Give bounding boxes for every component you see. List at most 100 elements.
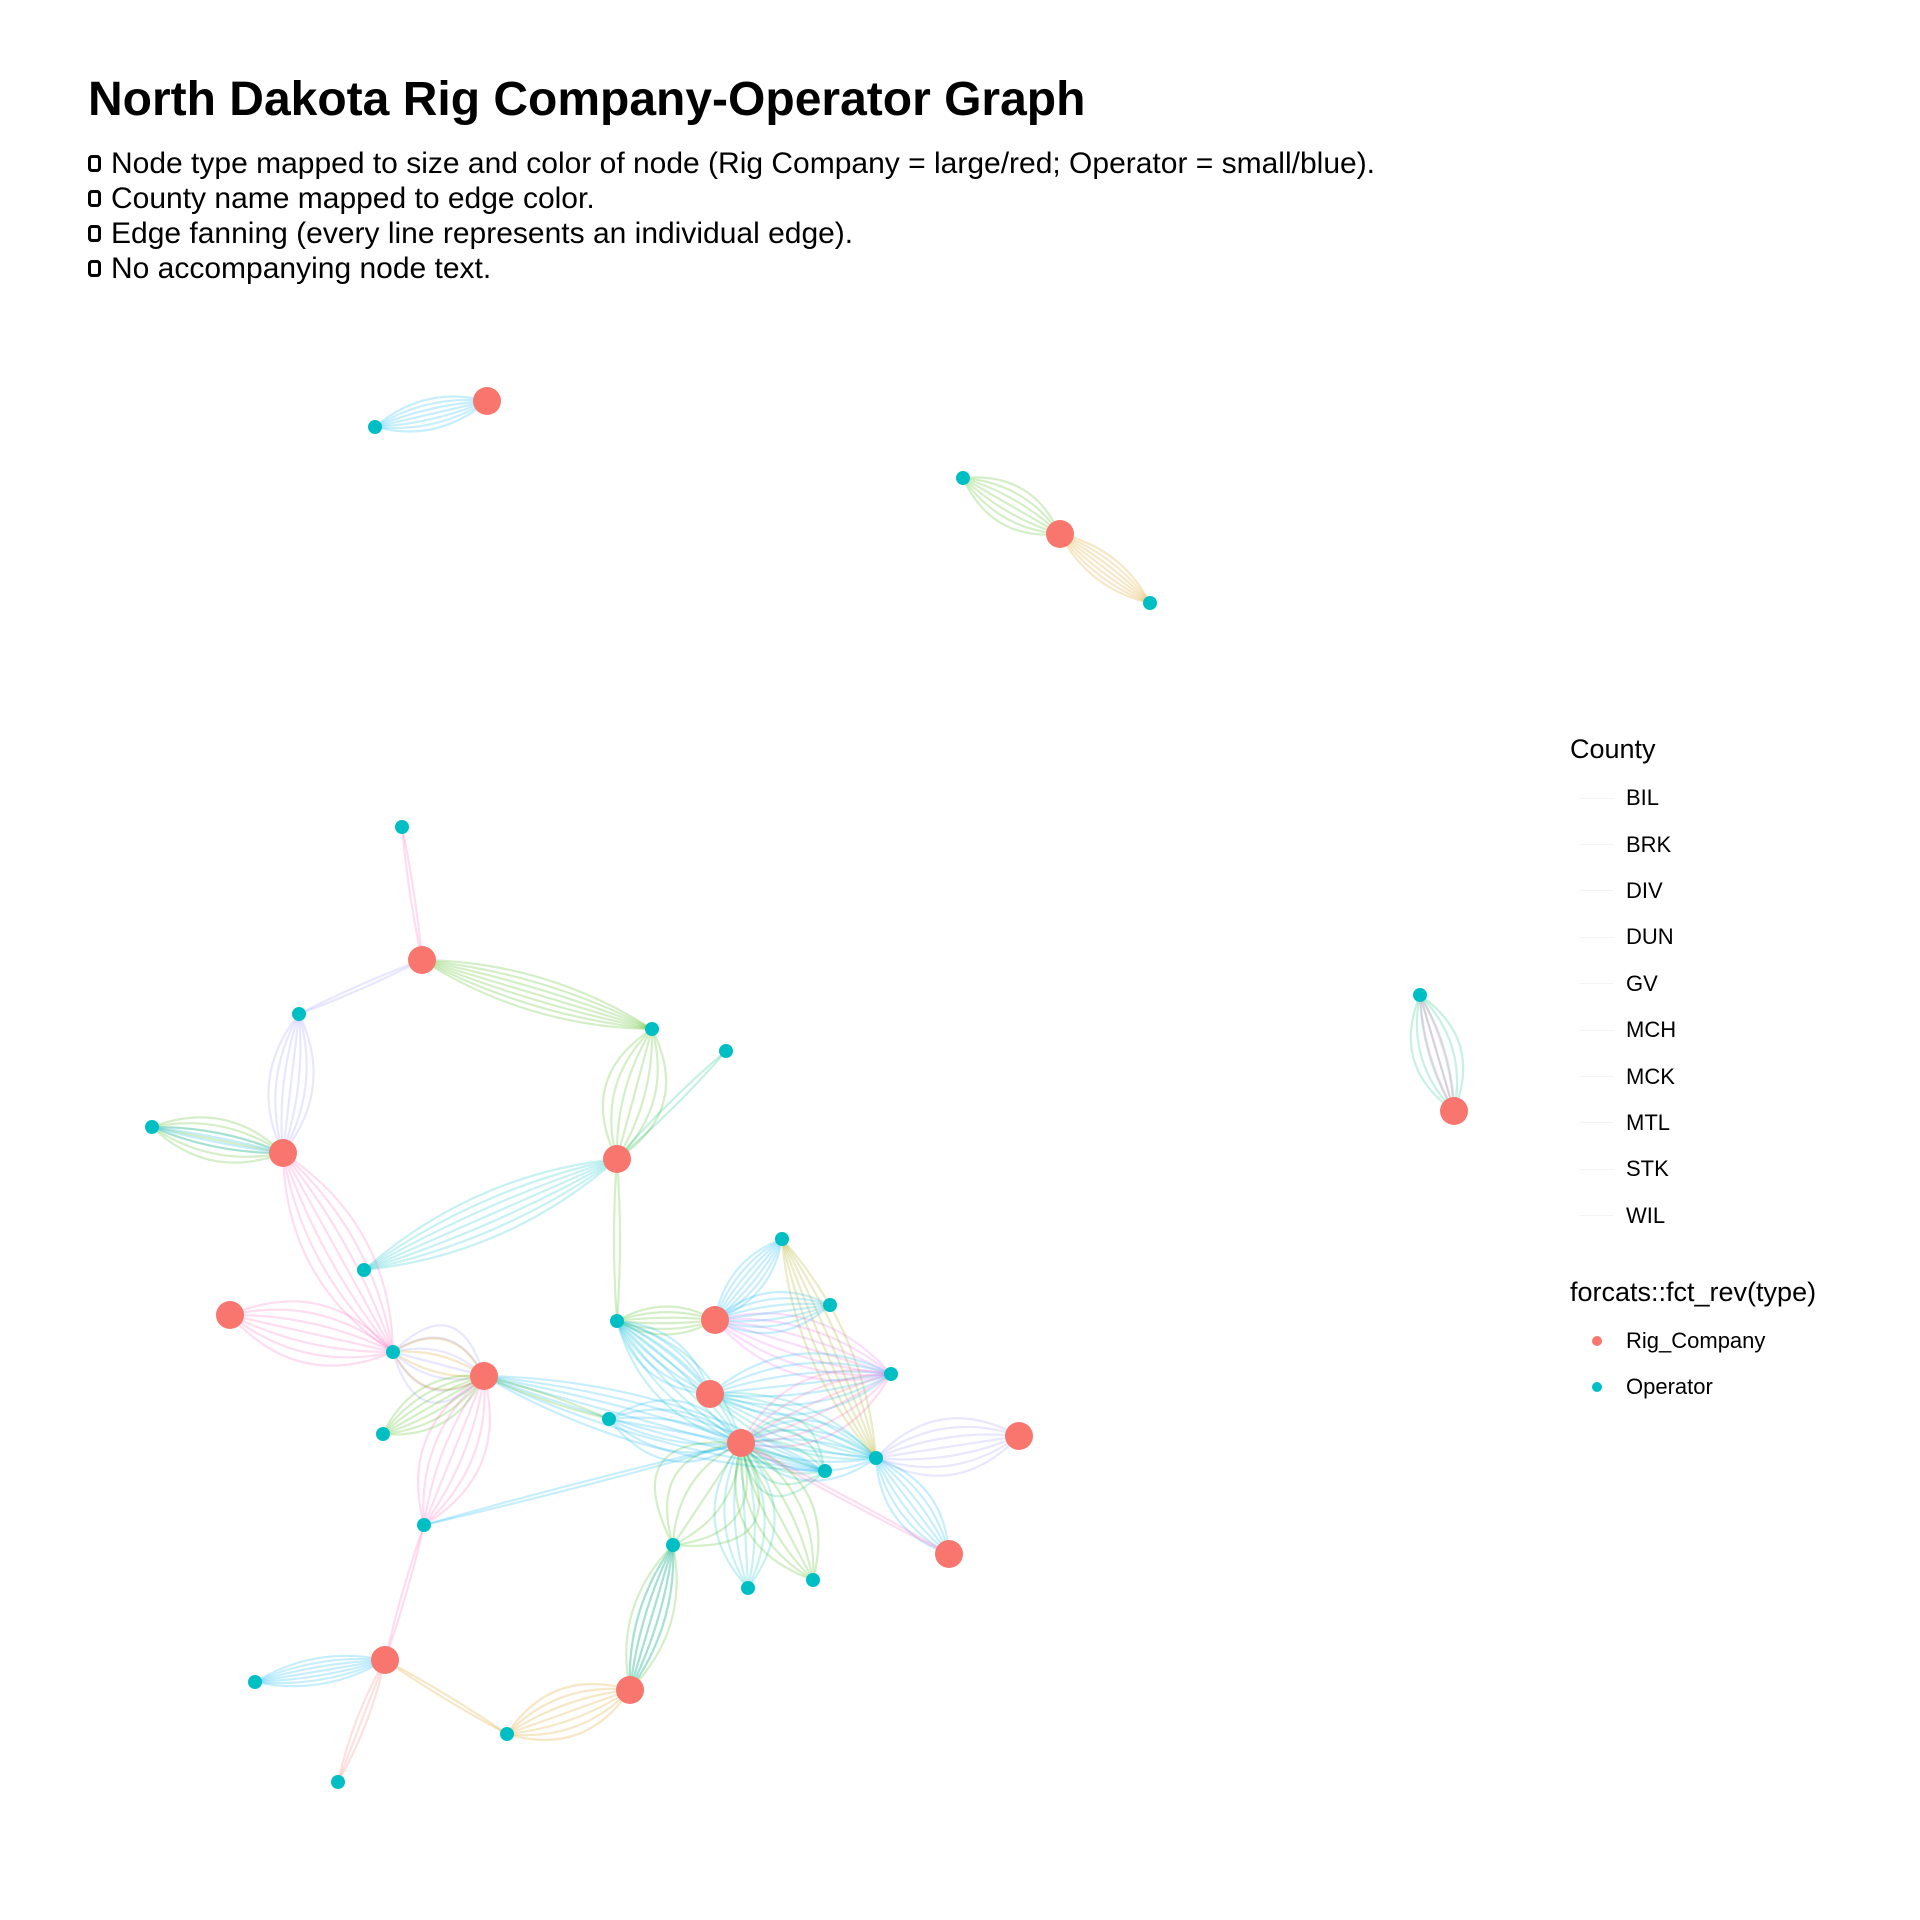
bullet-box-icon (88, 260, 101, 277)
legend-line-key (1580, 936, 1614, 938)
edge (392, 1351, 485, 1392)
edge (628, 1544, 674, 1691)
edge-bundle (780, 1238, 878, 1459)
edge (740, 1442, 766, 1589)
edge (709, 1392, 877, 1459)
edge-bundle (740, 1419, 877, 1482)
rig-company-node (1046, 520, 1074, 548)
edge (740, 1442, 950, 1555)
edge (151, 1126, 284, 1164)
edge-bundle (254, 1654, 386, 1688)
legend-type-item: Rig_Company (1570, 1318, 1816, 1364)
edge (274, 1013, 300, 1154)
subtitle-bullet-text: County name mapped to edge color. (111, 182, 595, 215)
edge (781, 1238, 878, 1459)
edge (740, 1369, 892, 1444)
operator-node (368, 420, 382, 434)
operator-node (666, 1538, 680, 1552)
edge (615, 1028, 654, 1160)
edge-bundle (709, 1352, 892, 1416)
rig-company-node (408, 946, 436, 974)
edge (616, 1319, 712, 1395)
edge (616, 1319, 711, 1395)
subtitle-bullet: County name mapped to edge color. (88, 181, 1375, 216)
edge (874, 1457, 950, 1555)
edge (740, 1442, 950, 1555)
operator-node (1143, 596, 1157, 610)
edge (254, 1658, 386, 1685)
bullet-box-icon (88, 155, 101, 172)
legend-county-label: DUN (1626, 924, 1674, 950)
operator-node (719, 1044, 733, 1058)
edge (740, 1416, 827, 1472)
legend-county-label: WIL (1626, 1202, 1666, 1228)
edge (962, 476, 1062, 535)
operator-node (884, 1367, 898, 1381)
edge-bundle (628, 1544, 675, 1691)
operator-node (417, 1518, 431, 1532)
edge (665, 1441, 742, 1546)
operator-node (823, 1298, 837, 1312)
edge (254, 1658, 386, 1684)
edge (1419, 994, 1465, 1112)
operator-node (818, 1464, 832, 1478)
edge (1415, 994, 1455, 1112)
operator-node (741, 1581, 755, 1595)
edge (151, 1122, 284, 1154)
edge (709, 1372, 892, 1398)
edge (875, 1417, 1020, 1459)
edge (875, 1435, 1020, 1469)
edge (629, 1544, 675, 1691)
edge (709, 1393, 877, 1460)
rig-company-node (701, 1306, 729, 1334)
edge-bundle (612, 1158, 622, 1322)
legend-county-item: MCK (1570, 1053, 1816, 1099)
edge (229, 1300, 394, 1353)
edge-bundle (1409, 994, 1465, 1112)
operator-node (610, 1314, 624, 1328)
edge (506, 1688, 631, 1736)
legend-county-item: BRK (1570, 821, 1816, 867)
operator-node (806, 1573, 820, 1587)
legend-line-key (1580, 1029, 1614, 1031)
edge-bundle (391, 1324, 486, 1404)
edge (1059, 533, 1151, 604)
edge (601, 1028, 653, 1160)
edge (628, 1544, 674, 1691)
edge-bundle (506, 1683, 631, 1741)
edge-bundle (151, 1116, 284, 1164)
edge-bundle (739, 1416, 827, 1498)
edge-bundle (336, 1659, 387, 1783)
edge (615, 1028, 653, 1160)
edge (281, 1013, 302, 1154)
edge (740, 1442, 815, 1581)
operator-node (1413, 988, 1427, 1002)
edge-bundle (961, 476, 1062, 536)
edge (392, 1336, 485, 1377)
edge-bundle (363, 1157, 618, 1272)
legend-type-list: Rig_Company Operator (1570, 1318, 1816, 1411)
edge (780, 1238, 877, 1459)
edge (672, 1442, 743, 1546)
edge (282, 1152, 394, 1353)
edge (672, 1442, 761, 1547)
edge (336, 1659, 386, 1783)
graph-title: North Dakota Rig Company-Operator Graph (88, 73, 1086, 126)
edge (229, 1314, 394, 1367)
edge (608, 1418, 742, 1446)
edge (616, 1028, 654, 1160)
edge (281, 1013, 301, 1154)
edge (400, 826, 424, 961)
legend-county-label: GV (1626, 970, 1658, 996)
edge-bundle (151, 1125, 284, 1155)
edge (616, 1320, 742, 1444)
edge (709, 1393, 877, 1460)
rig-company-node (216, 1301, 244, 1329)
legend-county-item: BIL (1570, 775, 1816, 821)
edge (151, 1125, 284, 1155)
edge (616, 1320, 742, 1444)
edge (254, 1654, 386, 1683)
legend-dot-icon (1592, 1336, 1602, 1347)
legend-type-label: Rig_Company (1626, 1328, 1766, 1354)
edge (282, 1152, 395, 1353)
